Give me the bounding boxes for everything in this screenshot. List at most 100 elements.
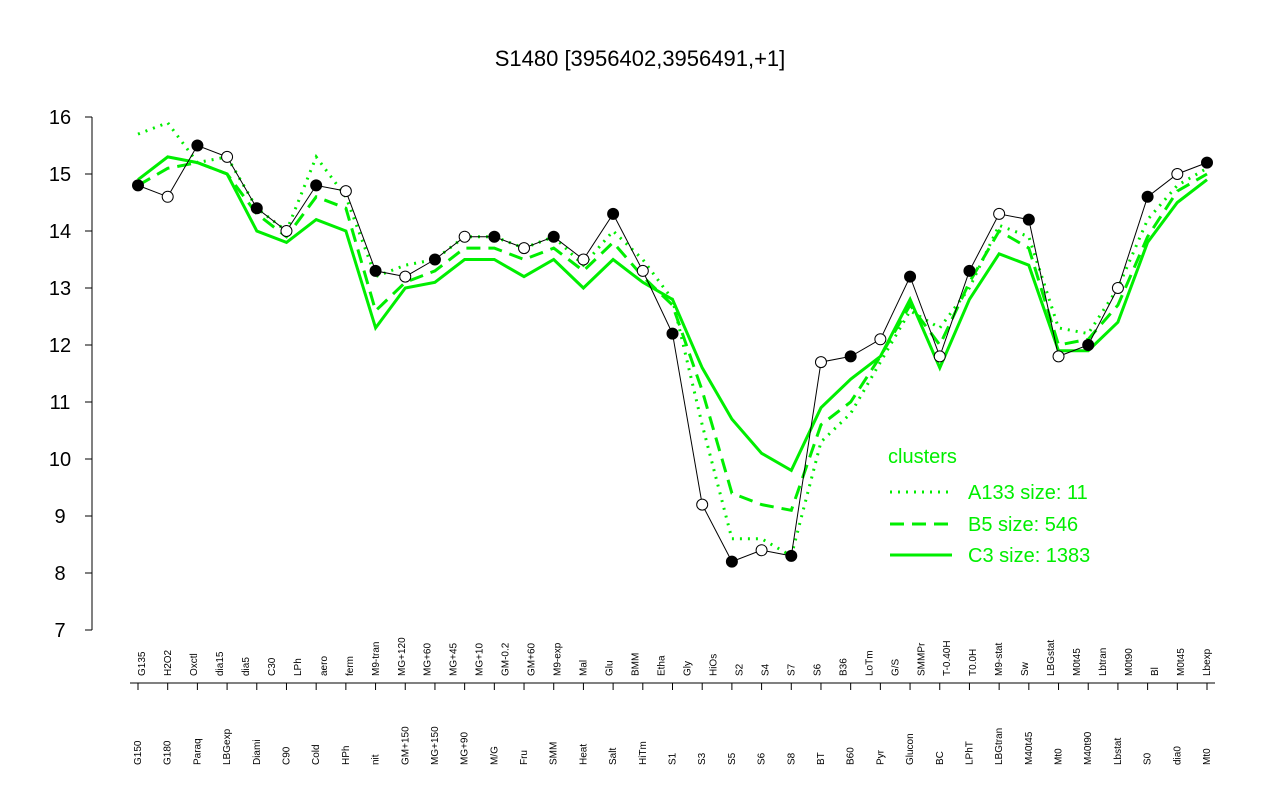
x-tick-label-top: Lbtran (1098, 648, 1109, 676)
x-tick-label-bottom: Heat (578, 744, 589, 765)
x-tick-label-bottom: G150 (133, 740, 144, 765)
x-tick-label-bottom: BT (816, 752, 827, 765)
data-point (696, 498, 709, 511)
x-tick-label-bottom: M40t45 (1024, 731, 1035, 765)
x-tick-label-bottom: Paraq (192, 738, 203, 765)
x-tick-label-bottom: Mt0 (1054, 748, 1065, 765)
data-point (369, 264, 382, 277)
data-point (161, 190, 174, 203)
x-tick-label-bottom: S8 (786, 752, 797, 765)
x-tick-label-top: S7 (786, 663, 797, 676)
x-tick-label-top: MG+120 (397, 637, 408, 676)
data-point (1171, 168, 1184, 180)
x-tick-label-top: M9-stat (994, 642, 1005, 676)
y-tick-label: 13 (49, 278, 71, 300)
legend-label-b5: B5 size: 546 (968, 514, 1078, 536)
data-point (518, 242, 531, 255)
series-line-solid (137, 155, 1208, 473)
x-tick-label-top: aero (319, 656, 330, 676)
x-tick-label-bottom: B60 (846, 747, 857, 765)
x-tick-label-bottom: HPh (341, 746, 352, 765)
x-tick-label-top: Sw (1020, 661, 1031, 676)
x-tick-label-top: M9-tran (371, 642, 382, 676)
x-tick-label-bottom: BC (935, 751, 946, 765)
x-tick-label-top: LPh (293, 658, 304, 676)
x-tick-label-bottom: C90 (281, 746, 292, 765)
legend-label-a133: A133 size: 11 (968, 482, 1088, 504)
data-point (132, 179, 144, 192)
x-tick-label-top: MG+45 (449, 642, 460, 676)
x-tick-label-top: Bl (1150, 667, 1161, 676)
x-tick-label-bottom: MG+90 (460, 731, 471, 765)
x-tick-label-bottom: SMM (549, 742, 560, 765)
x-tick-label-bottom: Mt0 (1202, 748, 1213, 765)
data-point (458, 230, 471, 243)
series-lines (137, 120, 1208, 559)
x-tick-label-bottom: HiTm (638, 741, 649, 765)
y-tick-label: 15 (49, 164, 71, 186)
x-tick-label-top: GM-0.2 (501, 642, 512, 676)
x-tick-label-top: MG+60 (423, 642, 434, 676)
y-tick-label: 9 (54, 506, 65, 528)
legend-label-c3: C3 size: 1383 (968, 545, 1090, 567)
y-tick-label: 10 (49, 449, 71, 471)
x-tick-label-bottom: nit (371, 754, 382, 765)
data-point (488, 230, 501, 243)
y-tick-label: 14 (49, 221, 71, 243)
x-tick-label-top: Oxctl (189, 653, 200, 676)
y-tick-label: 12 (49, 335, 71, 357)
y-tick-label: 16 (49, 107, 71, 129)
x-tick-label-top: T0.0H (968, 649, 979, 676)
x-tick-label-top: B36 (838, 658, 849, 676)
data-point (339, 185, 352, 198)
x-tick-label-top: ferm (345, 656, 356, 676)
data-point (904, 270, 917, 283)
x-tick-label-top: dia5 (241, 657, 252, 676)
data-point (1082, 339, 1095, 351)
x-tick-label-top: C30 (267, 657, 278, 676)
x-tick-label-bottom: S0 (1143, 752, 1154, 765)
data-point (250, 202, 263, 215)
x-tick-label-bottom: M40t90 (1083, 731, 1094, 765)
legend: clusters A133 size: 11 B5 size: 546 C3 s… (888, 446, 1090, 567)
data-point (814, 356, 827, 369)
x-tick-label-top: G135 (137, 651, 148, 676)
x-tick-label-bottom: LBGexp (222, 728, 233, 765)
x-tick-label-bottom: GM+150 (400, 726, 411, 765)
x-tick-label-bottom: S5 (727, 752, 738, 765)
data-point (221, 150, 234, 163)
x-tick-label-top: dia15 (215, 651, 226, 676)
data-point (428, 253, 441, 266)
x-tick-label-top: BMM (631, 653, 642, 676)
data-point (933, 350, 946, 363)
data-point (607, 207, 620, 220)
data-point (666, 327, 679, 340)
data-points (132, 139, 1213, 568)
data-point (310, 179, 323, 192)
x-tick-label-top: M0t45 (1176, 648, 1187, 676)
x-tick-label-top: Gly (682, 661, 693, 676)
x-tick-label-bottom: S6 (757, 752, 768, 765)
x-tick-label-top: G/S (890, 658, 901, 676)
x-tick-label-top: Mal (579, 660, 590, 676)
x-tick-label-bottom: Fru (519, 750, 530, 765)
data-point (1141, 190, 1154, 203)
x-tick-label-bottom: Glucon (905, 733, 916, 765)
x-tick-label-top: M0t45 (1072, 648, 1083, 676)
data-point (1022, 213, 1035, 226)
data-point (963, 264, 976, 277)
y-tick-label: 8 (54, 563, 65, 585)
x-tick-label-top: T-0.40H (942, 640, 953, 676)
legend-title: clusters (888, 446, 957, 468)
data-point (399, 270, 412, 283)
x-tick-label-bottom: MG+150 (430, 726, 441, 765)
x-tick-label-top: GM+60 (527, 642, 538, 676)
x-axis: G150 G180 Paraq LBGexp Diami C90 Cold HPh nit GM+… (130, 637, 1215, 765)
y-tick-label: 7 (54, 620, 65, 642)
x-tick-label-bottom: LBGtran (994, 728, 1005, 765)
x-tick-label-bottom: G180 (163, 740, 174, 765)
x-tick-label-top: S2 (734, 663, 745, 676)
x-tick-label-bottom: LPhT (964, 741, 975, 765)
